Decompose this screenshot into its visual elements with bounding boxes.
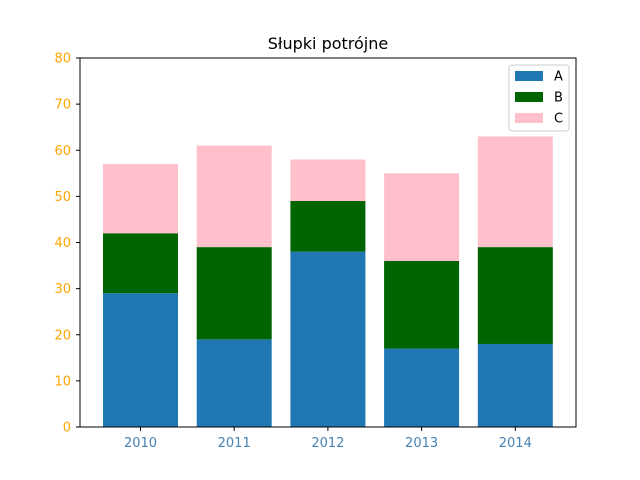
y-tick-label-0: 0 — [63, 421, 71, 436]
x-tick-label-2010: 2010 — [124, 436, 157, 451]
x-tick-label-2011: 2011 — [218, 436, 251, 451]
legend-label-a: A — [554, 70, 563, 85]
bar-c-2012 — [290, 159, 366, 201]
y-tick-label-40: 40 — [54, 236, 71, 251]
bar-a-2012 — [290, 251, 366, 427]
y-tick-label-70: 70 — [54, 98, 71, 113]
bar-a-2010 — [103, 293, 178, 427]
bar-b-2011 — [196, 247, 272, 340]
x-tick-label-2012: 2012 — [311, 436, 344, 451]
y-axis: 0 10 20 30 40 50 60 70 80 — [54, 52, 80, 436]
y-tick-label-50: 50 — [54, 190, 71, 205]
bars-group — [103, 136, 553, 427]
legend-label-b: B — [554, 91, 563, 106]
bar-b-2014 — [477, 247, 553, 344]
bar-c-2011 — [196, 145, 272, 248]
bar-c-2010 — [103, 164, 178, 234]
y-tick-label-30: 30 — [54, 282, 71, 297]
legend: ABC — [508, 64, 570, 132]
legend-swatch-b — [515, 92, 543, 102]
bar-b-2012 — [290, 200, 366, 252]
y-tick-label-80: 80 — [54, 52, 71, 67]
y-tick-label-60: 60 — [54, 144, 71, 159]
bar-b-2013 — [384, 260, 460, 349]
y-tick-label-20: 20 — [54, 328, 71, 343]
legend-swatch-a — [515, 71, 543, 81]
bar-c-2013 — [384, 173, 460, 261]
chart-title: Słupki potrójne — [268, 34, 388, 53]
bar-a-2014 — [477, 343, 553, 427]
bar-a-2013 — [384, 348, 460, 427]
bar-c-2014 — [477, 136, 553, 248]
x-axis: 2010 2011 2012 2013 2014 — [124, 427, 532, 451]
legend-swatch-c — [515, 113, 543, 123]
bar-b-2010 — [103, 233, 178, 294]
x-tick-label-2013: 2013 — [405, 436, 438, 451]
bar-a-2011 — [196, 339, 272, 427]
x-tick-label-2014: 2014 — [499, 436, 532, 451]
y-tick-label-10: 10 — [54, 374, 71, 389]
legend-label-c: C — [554, 112, 563, 127]
